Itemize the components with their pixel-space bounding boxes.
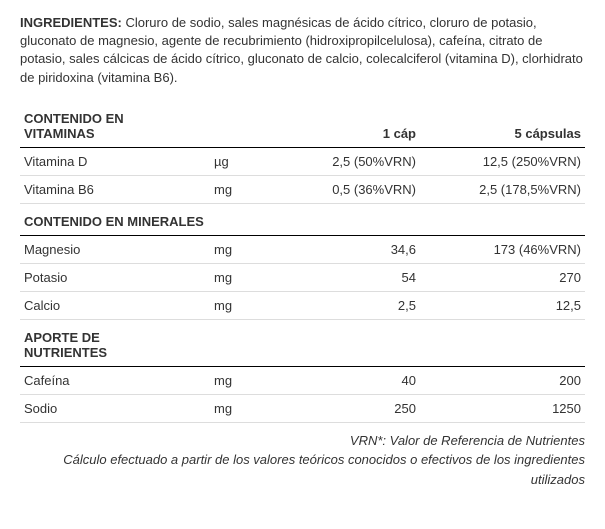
table-row: Cafeínamg40200 [20, 366, 585, 394]
nutrition-table: CONTENIDO EN VITAMINAS 1 cáp 5 cápsulas … [20, 105, 585, 423]
header-1cap: 1 cáp [270, 105, 420, 148]
row-5cap: 2,5 (178,5%VRN) [420, 175, 585, 203]
row-unit: µg [210, 147, 270, 175]
footnote-vrn: VRN*: Valor de Referencia de Nutrientes [20, 431, 585, 451]
ingredients-paragraph: INGREDIENTES: Cloruro de sodio, sales ma… [20, 14, 585, 87]
row-unit: mg [210, 175, 270, 203]
row-1cap: 2,5 (50%VRN) [270, 147, 420, 175]
row-1cap: 2,5 [270, 291, 420, 319]
ingredients-label: INGREDIENTES: [20, 15, 122, 30]
table-row: Vitamina Dµg2,5 (50%VRN)12,5 (250%VRN) [20, 147, 585, 175]
table-header-row: CONTENIDO EN VITAMINAS 1 cáp 5 cápsulas [20, 105, 585, 148]
row-1cap: 54 [270, 263, 420, 291]
row-1cap: 40 [270, 366, 420, 394]
row-1cap: 250 [270, 394, 420, 422]
header-vitamins-title: CONTENIDO EN VITAMINAS [20, 105, 210, 148]
footnotes: VRN*: Valor de Referencia de Nutrientes … [20, 431, 585, 490]
table-row: Sodiomg2501250 [20, 394, 585, 422]
row-unit: mg [210, 263, 270, 291]
row-name: Calcio [20, 291, 210, 319]
header-unit [210, 105, 270, 148]
table-row: Vitamina B6mg0,5 (36%VRN)2,5 (178,5%VRN) [20, 175, 585, 203]
table-body: Vitamina Dµg2,5 (50%VRN)12,5 (250%VRN)Vi… [20, 147, 585, 422]
row-5cap: 1250 [420, 394, 585, 422]
row-unit: mg [210, 235, 270, 263]
header-5cap: 5 cápsulas [420, 105, 585, 148]
row-name: Vitamina B6 [20, 175, 210, 203]
section-title-row: APORTE DE NUTRIENTES [20, 319, 585, 366]
table-row: Magnesiomg34,6173 (46%VRN) [20, 235, 585, 263]
row-unit: mg [210, 394, 270, 422]
section-title: APORTE DE NUTRIENTES [20, 319, 585, 366]
row-name: Cafeína [20, 366, 210, 394]
section-title-row: CONTENIDO EN MINERALES [20, 203, 585, 235]
row-5cap: 270 [420, 263, 585, 291]
row-5cap: 200 [420, 366, 585, 394]
row-name: Magnesio [20, 235, 210, 263]
row-1cap: 0,5 (36%VRN) [270, 175, 420, 203]
row-5cap: 12,5 [420, 291, 585, 319]
row-unit: mg [210, 366, 270, 394]
row-name: Vitamina D [20, 147, 210, 175]
row-1cap: 34,6 [270, 235, 420, 263]
row-unit: mg [210, 291, 270, 319]
table-row: Calciomg2,512,5 [20, 291, 585, 319]
table-row: Potasiomg54270 [20, 263, 585, 291]
row-5cap: 173 (46%VRN) [420, 235, 585, 263]
row-name: Sodio [20, 394, 210, 422]
section-title: CONTENIDO EN MINERALES [20, 203, 585, 235]
row-5cap: 12,5 (250%VRN) [420, 147, 585, 175]
footnote-calc: Cálculo efectuado a partir de los valore… [20, 450, 585, 489]
row-name: Potasio [20, 263, 210, 291]
